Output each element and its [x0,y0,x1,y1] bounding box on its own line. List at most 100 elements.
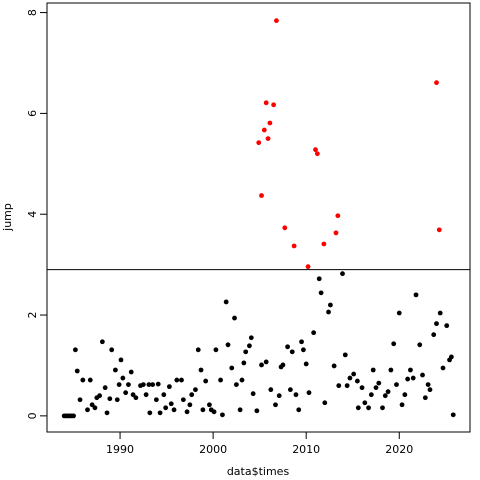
point [316,276,322,282]
point [444,323,450,329]
point [109,347,115,353]
point [420,372,425,378]
point [382,393,388,399]
point [267,120,273,126]
point [373,385,379,391]
point [359,385,365,391]
point [296,407,302,413]
point [213,347,219,353]
point [114,397,120,403]
x-tick-label: 2000 [199,443,227,456]
point [130,392,136,398]
point [77,397,83,403]
point [171,407,177,413]
point [220,412,225,418]
point [405,376,411,382]
point [410,375,416,381]
point [155,381,161,387]
point [184,409,190,415]
point [174,377,180,383]
point [427,387,433,393]
point [318,290,324,296]
point [422,395,428,401]
point [321,241,327,247]
point [291,243,297,249]
y-tick-label: 8 [26,9,39,16]
point [342,352,348,358]
point [126,382,131,388]
point [399,402,405,408]
point [268,387,274,393]
point [333,230,339,236]
point [354,378,360,384]
point [250,391,256,397]
point [434,321,439,327]
point [293,392,299,398]
point [189,392,195,398]
point [128,369,134,375]
point [385,389,391,395]
point [437,310,443,316]
point [303,361,309,367]
point [396,310,402,316]
point [211,409,217,415]
point [351,371,357,377]
y-tick-label: 0 [26,412,39,419]
point [223,299,229,305]
point [274,18,279,24]
point [133,395,139,401]
point [285,344,290,350]
point [273,402,278,408]
point [380,405,385,411]
point [225,342,231,348]
point [287,387,293,393]
point [263,100,269,106]
plot-frame [46,2,471,433]
point [335,213,341,219]
point [107,396,113,402]
point [239,377,245,383]
point [305,264,311,270]
point [180,397,186,403]
point [344,383,350,389]
y-tick-label: 6 [26,110,39,117]
point [87,377,93,383]
point [241,360,247,366]
point [123,390,129,396]
point [362,400,368,406]
point [248,335,254,341]
point [118,357,124,363]
point [243,349,249,355]
x-tick-label: 2020 [385,443,413,456]
point [259,193,264,198]
point [327,302,333,308]
point [276,393,282,399]
point [434,80,439,86]
point [102,385,108,391]
point [259,362,264,368]
point [71,413,76,419]
point [150,382,156,388]
point [99,339,105,345]
point [376,380,382,386]
x-axis-label: data$times [227,465,290,478]
point [237,407,243,413]
point [85,407,90,413]
point [311,330,317,336]
point [436,227,442,233]
x-tick-label: 2010 [292,443,320,456]
point [161,392,167,398]
point [402,392,408,398]
point [425,382,431,388]
point [314,151,320,157]
point [147,410,153,416]
point [313,147,318,153]
point [366,405,371,411]
point [431,332,437,338]
y-tick-label: 2 [26,312,39,319]
point [368,392,374,398]
point [247,343,252,349]
point [146,382,152,388]
point [450,412,456,418]
point [263,359,269,365]
